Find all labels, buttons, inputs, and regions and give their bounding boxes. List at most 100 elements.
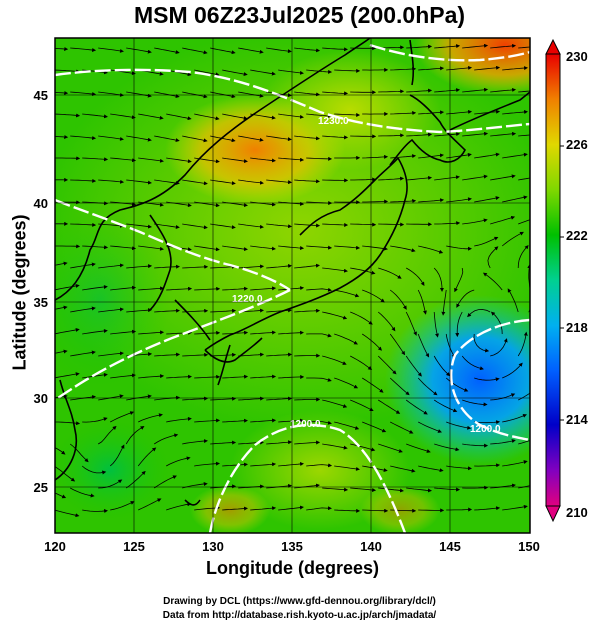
streamline <box>82 157 109 162</box>
streamline <box>434 44 461 49</box>
streamline <box>210 223 236 230</box>
streamline <box>55 134 69 139</box>
streamline <box>182 352 209 357</box>
streamline <box>350 222 377 227</box>
streamline <box>166 157 192 164</box>
streamline <box>70 135 97 140</box>
streamline <box>390 245 416 253</box>
streamline <box>82 284 108 291</box>
streamline <box>166 286 193 291</box>
streamline <box>266 264 293 269</box>
streamline <box>138 374 165 379</box>
streamline <box>110 285 137 291</box>
streamline <box>110 373 136 379</box>
x-tick-label: 145 <box>439 539 461 554</box>
streamline <box>378 487 404 493</box>
streamline <box>278 462 305 467</box>
streamline <box>334 289 360 298</box>
streamline <box>502 413 527 423</box>
streamline <box>417 377 438 396</box>
streamline <box>433 399 458 413</box>
y-tick-label: 40 <box>34 196 48 211</box>
streamline <box>154 308 181 313</box>
streamline <box>153 433 179 445</box>
streamline <box>405 355 422 377</box>
streamline <box>405 311 417 336</box>
streamline <box>306 463 333 468</box>
streamline <box>238 396 265 401</box>
streamline <box>110 245 137 251</box>
temperature-field: 1230.0 1220.0 1200.0 1200.0 <box>55 38 530 533</box>
streamline <box>182 396 209 401</box>
streamline <box>322 399 348 408</box>
plot-frame <box>54 37 531 534</box>
streamline <box>250 69 276 76</box>
streamline <box>334 245 361 250</box>
streamline <box>322 135 349 140</box>
gridlines <box>55 38 530 533</box>
streamline <box>138 286 165 291</box>
streamline <box>406 443 431 453</box>
streamline <box>306 287 332 292</box>
streamline <box>350 443 376 452</box>
streamline <box>98 179 125 184</box>
streamline <box>126 223 152 229</box>
streamline <box>250 418 277 423</box>
streamline <box>406 88 433 93</box>
contour-label: 1200.0 <box>290 419 321 430</box>
streamline <box>55 447 66 455</box>
streamline <box>502 66 529 71</box>
streamline <box>322 443 348 450</box>
streamline <box>110 113 136 120</box>
streamline <box>306 420 332 425</box>
streamline <box>154 47 180 55</box>
streamline <box>70 487 95 498</box>
streamline <box>474 506 501 511</box>
streamline <box>55 509 80 518</box>
streamline <box>55 90 69 95</box>
streamline <box>278 330 305 335</box>
streamline <box>222 418 249 423</box>
streamline <box>507 288 519 313</box>
streamline <box>55 283 80 291</box>
streamline <box>467 309 491 318</box>
streamline <box>474 463 501 468</box>
streamline <box>433 355 451 377</box>
streamline <box>294 91 321 97</box>
streamline <box>194 374 221 379</box>
streamline <box>70 91 97 96</box>
streamline <box>166 374 193 379</box>
streamline <box>81 465 107 475</box>
streamline <box>222 245 248 252</box>
streamline <box>418 66 445 71</box>
streamline <box>362 289 385 303</box>
streamline <box>55 492 67 499</box>
streamline <box>306 245 333 250</box>
streamline <box>389 289 407 310</box>
streamline <box>154 352 181 357</box>
streamline <box>222 374 249 379</box>
y-tick-label: 45 <box>34 88 48 103</box>
streamline <box>82 69 108 75</box>
streamline <box>278 374 305 379</box>
coastlines <box>55 38 530 506</box>
streamline <box>418 245 444 254</box>
streamline <box>455 311 463 338</box>
streamline <box>377 399 401 414</box>
streamline <box>350 487 377 492</box>
streamline <box>82 328 108 335</box>
streamline <box>210 308 237 313</box>
streamline <box>238 47 264 54</box>
streamline <box>294 263 320 269</box>
streamline <box>55 69 81 74</box>
streamline <box>98 307 124 313</box>
streamline <box>182 179 208 186</box>
streamline <box>350 311 373 325</box>
streamline <box>138 245 164 251</box>
streamline <box>250 462 277 467</box>
streamline <box>82 509 109 513</box>
streamline <box>222 506 249 511</box>
streamline <box>250 201 276 207</box>
streamline <box>405 399 428 415</box>
streamline <box>138 113 164 120</box>
